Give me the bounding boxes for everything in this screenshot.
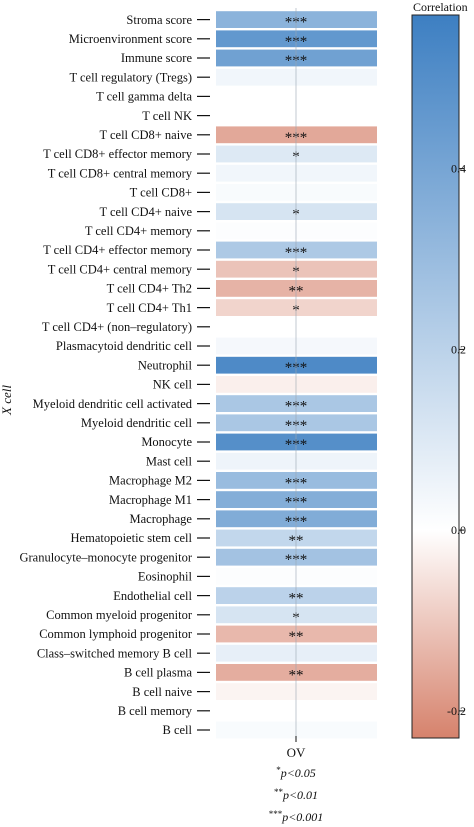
heatmap-cell (216, 664, 377, 681)
significance-legend-item: ***p<0.001 (269, 809, 324, 824)
row-label: Macrophage M2 (109, 474, 192, 488)
heatmap-cell (216, 452, 377, 470)
heatmap-cell (216, 164, 377, 182)
heatmap-cell (216, 683, 377, 700)
row-label: B cell naive (132, 685, 192, 699)
row-label: Class–switched memory B cell (37, 646, 193, 660)
heatmap-cell (216, 721, 377, 739)
colorbar-title: Correlation (413, 0, 468, 14)
heatmap-cell (216, 356, 377, 374)
heatmap-cell (216, 88, 377, 105)
row-label: T cell CD4+ Th1 (107, 301, 192, 315)
heatmap-cell (216, 126, 377, 144)
row-label: T cell CD8+ effector memory (43, 147, 193, 161)
row-label: Macrophage M1 (109, 493, 192, 507)
colorbar-tick-label: -0.2 (447, 704, 466, 718)
row-label: Neutrophil (138, 358, 193, 372)
row-label: T cell CD8+ (130, 186, 192, 200)
row-label: Monocyte (141, 435, 192, 449)
row-label: Common myeloid progenitor (46, 608, 193, 622)
heatmap-cell (216, 49, 377, 67)
row-label: T cell regulatory (Tregs) (69, 70, 192, 84)
row-label: Plasmacytoid dendritic cell (56, 339, 193, 353)
row-label: T cell CD4+ central memory (48, 262, 193, 276)
row-label: Common lymphoid progenitor (39, 627, 193, 641)
heatmap-cell (216, 702, 377, 720)
colorbar-tick-label: 0.0 (451, 523, 466, 537)
row-label: Myeloid dendritic cell activated (33, 397, 193, 411)
heatmap-cell (216, 260, 377, 278)
y-axis-label: X cell (0, 385, 14, 416)
row-label: T cell CD4+ (non–regulatory) (42, 320, 192, 334)
heatmap-cell (216, 107, 377, 124)
heatmap-cell (216, 414, 377, 432)
heatmap-cell (216, 433, 377, 451)
colorbar (411, 14, 460, 739)
significance-legend-item: **p<0.01 (274, 787, 318, 802)
colorbar-tick-label: 0.2 (451, 342, 466, 356)
row-label: Macrophage (130, 512, 193, 526)
row-label: Granulocyte–monocyte progenitor (19, 550, 192, 564)
row-label: NK cell (153, 378, 193, 392)
heatmap-cell (216, 491, 377, 508)
heatmap-cell (216, 299, 377, 316)
row-label: Immune score (121, 51, 193, 65)
heatmap-cell (216, 395, 377, 412)
heatmap-cell (216, 184, 377, 201)
row-label: Microenvironment score (69, 32, 193, 46)
heatmap-cell (216, 68, 377, 86)
heatmap-cell (216, 587, 377, 604)
heatmap-cell (216, 376, 377, 393)
row-label: Endothelial cell (113, 589, 192, 603)
heatmap-cell (216, 337, 377, 355)
row-label: B cell plasma (124, 666, 192, 680)
row-label: B cell (162, 723, 192, 737)
heatmap-cell (216, 30, 377, 48)
heatmap-cell (216, 606, 377, 624)
row-label: B cell memory (118, 704, 193, 718)
heatmap-cell (216, 11, 377, 28)
row-label: T cell NK (142, 109, 192, 123)
heatmap-cell (216, 644, 377, 662)
row-label: Mast cell (146, 454, 193, 468)
x-axis-label: OV (287, 745, 306, 760)
significance-legend-item: *p<0.05 (276, 765, 316, 780)
row-label: Stroma score (126, 13, 192, 27)
heatmap-cell (216, 241, 377, 259)
heatmap-cell (216, 280, 377, 297)
row-label: T cell CD8+ naive (99, 128, 192, 142)
heatmap-cell (216, 625, 377, 643)
row-label: Hematopoietic stem cell (71, 531, 193, 545)
row-label: Myeloid dendritic cell (81, 416, 193, 430)
row-label: T cell gamma delta (96, 90, 192, 104)
row-label: T cell CD4+ effector memory (43, 243, 193, 257)
heatmap-cell (216, 222, 377, 240)
heatmap-cell (216, 568, 377, 585)
row-label: T cell CD4+ naive (99, 205, 192, 219)
row-label: T cell CD8+ central memory (48, 166, 193, 180)
heatmap-cell (216, 472, 377, 489)
row-label: Eosinophil (138, 570, 193, 584)
heatmap-cell (216, 529, 377, 547)
row-label: T cell CD4+ Th2 (107, 282, 192, 296)
heatmap-cell (216, 318, 377, 336)
heatmap-cell (216, 145, 377, 163)
heatmap-cell (216, 510, 377, 528)
colorbar-tick-label: 0.4 (451, 162, 466, 176)
row-label: T cell CD4+ memory (85, 224, 193, 238)
heatmap-cell (216, 203, 377, 220)
heatmap-cell (216, 548, 377, 566)
